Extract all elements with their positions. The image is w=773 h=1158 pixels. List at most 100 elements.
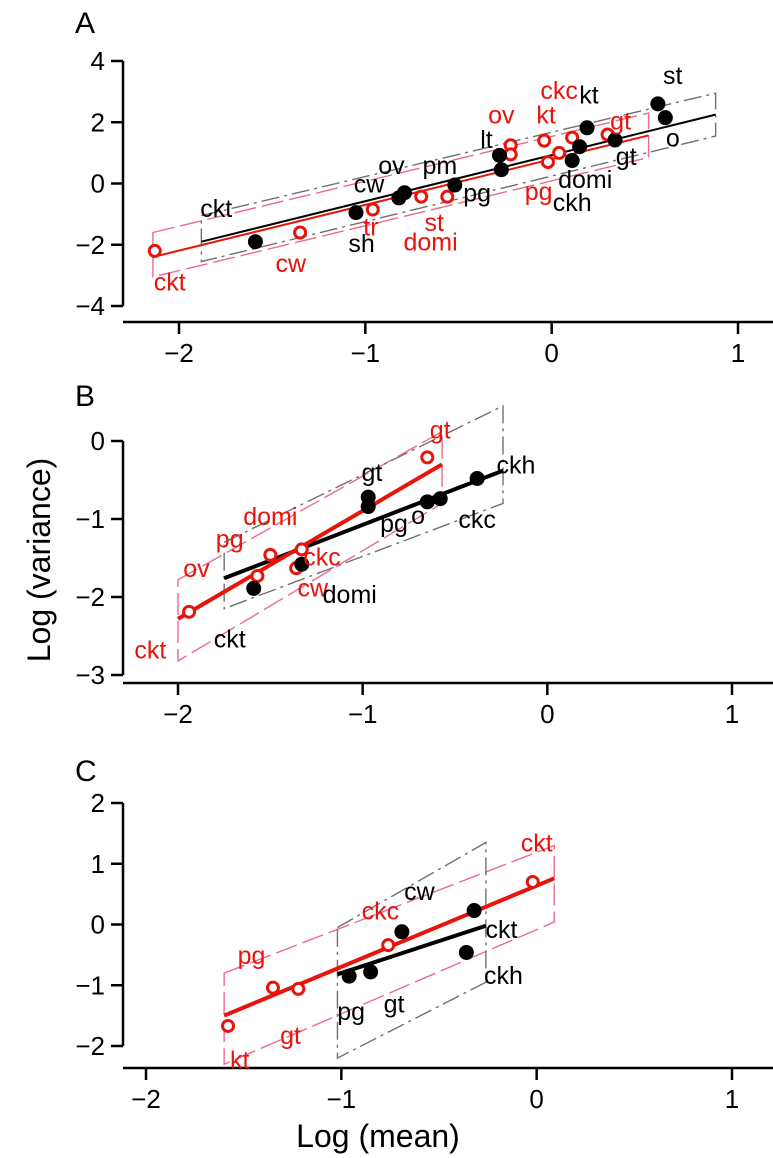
red-data-point	[265, 980, 280, 995]
point-label: pg	[525, 178, 553, 206]
point-label: st	[425, 209, 445, 237]
point-label: pg	[216, 526, 244, 554]
black-data-point	[493, 162, 509, 178]
black-data-point	[396, 185, 412, 201]
point-label: cw	[404, 878, 436, 906]
black-data-point	[491, 147, 507, 163]
black-data-point	[650, 96, 666, 112]
x-tick-label: −1	[348, 699, 378, 729]
y-tick-label: 1	[91, 849, 105, 879]
point-label: ckh	[496, 451, 535, 479]
point-label: ckc	[458, 506, 496, 534]
red-data-point	[540, 155, 555, 170]
point-label: domi	[243, 503, 297, 531]
axes	[111, 59, 773, 334]
black-confidence-band	[223, 404, 504, 610]
black-data-point	[469, 470, 485, 486]
panel-label: A	[75, 7, 95, 40]
black-data-point	[579, 120, 595, 136]
x-tick-label: 1	[725, 1084, 739, 1114]
y-tick-label: −1	[75, 504, 105, 534]
red-data-point	[294, 542, 309, 557]
black-data-point	[247, 234, 263, 250]
point-label: lt	[480, 126, 493, 154]
point-label: st	[663, 62, 683, 90]
black-data-point	[246, 580, 262, 596]
point-label: pg	[380, 510, 408, 538]
red-data-point	[552, 145, 567, 160]
point-label: pg	[337, 998, 365, 1026]
black-data-point	[363, 964, 379, 980]
point-label: gt	[280, 1022, 301, 1050]
panel-label: B	[75, 380, 95, 413]
y-tick-label: −2	[75, 230, 105, 260]
red-data-point	[147, 243, 162, 258]
x-axis-title: Log (mean)	[296, 1118, 460, 1154]
point-label: ov	[378, 152, 405, 180]
point-label: kt	[579, 82, 599, 110]
point-label: ckh	[484, 962, 523, 990]
point-label: ckt	[521, 829, 553, 857]
point-label: ckh	[553, 189, 592, 217]
y-tick-label: 0	[91, 910, 105, 940]
x-tick-label: 1	[731, 338, 745, 368]
point-label: kt	[230, 1046, 250, 1074]
black-data-point	[607, 132, 623, 148]
x-tick-label: −1	[327, 1084, 357, 1114]
point-label: ckt	[200, 195, 232, 223]
red-data-point	[293, 225, 308, 240]
x-tick-label: 0	[544, 338, 558, 368]
x-tick-label: 0	[529, 1084, 543, 1114]
point-label: ckc	[303, 543, 341, 571]
point-label: gt	[361, 459, 382, 487]
point-label: pg	[463, 180, 491, 208]
red-data-point	[414, 189, 429, 204]
y-tick-label: −1	[75, 970, 105, 1000]
point-label: gt	[430, 416, 451, 444]
y-tick-label: 2	[91, 788, 105, 818]
red-data-point	[420, 450, 435, 465]
point-label: ckt	[134, 636, 166, 664]
red-data-point	[381, 938, 396, 953]
point-label: sh	[348, 230, 374, 258]
point-label: cw	[354, 171, 386, 199]
x-tick-label: −2	[164, 338, 194, 368]
black-confidence-band	[336, 841, 487, 1060]
point-label: o	[411, 502, 425, 530]
y-tick-label: −2	[75, 582, 105, 612]
red-data-point	[525, 874, 540, 889]
y-tick-label: −4	[75, 291, 105, 321]
black-data-point	[394, 924, 410, 940]
x-tick-label: 1	[725, 699, 739, 729]
red-data-point	[537, 133, 552, 148]
y-tick-label: −2	[75, 1031, 105, 1061]
black-data-point	[458, 944, 474, 960]
point-label: ckc	[540, 77, 578, 105]
point-label: ckt	[154, 269, 186, 297]
point-label: ckt	[486, 916, 518, 944]
axes	[111, 801, 773, 1080]
y-tick-label: 2	[91, 107, 105, 137]
point-label: pg	[238, 942, 266, 970]
point-label: domi	[403, 229, 457, 257]
point-label: domi	[323, 581, 377, 609]
point-label: tr	[363, 213, 378, 241]
y-tick-label: 0	[91, 426, 105, 456]
y-axis-title: Log (variance)	[21, 458, 57, 663]
red-data-point	[263, 547, 278, 562]
point-label: gt	[610, 108, 631, 136]
red-data-point	[565, 130, 580, 145]
point-label: kt	[536, 102, 556, 130]
point-label: gt	[616, 143, 637, 171]
black-data-point	[294, 556, 310, 572]
panel-label: C	[75, 755, 97, 788]
red-data-point	[365, 202, 380, 217]
point-label: ov	[488, 102, 515, 130]
red-confidence-band	[152, 112, 650, 278]
red-data-point	[221, 1018, 236, 1033]
point-label: domi	[558, 166, 612, 194]
red-confidence-band	[223, 844, 555, 1066]
y-tick-label: 4	[91, 46, 105, 76]
